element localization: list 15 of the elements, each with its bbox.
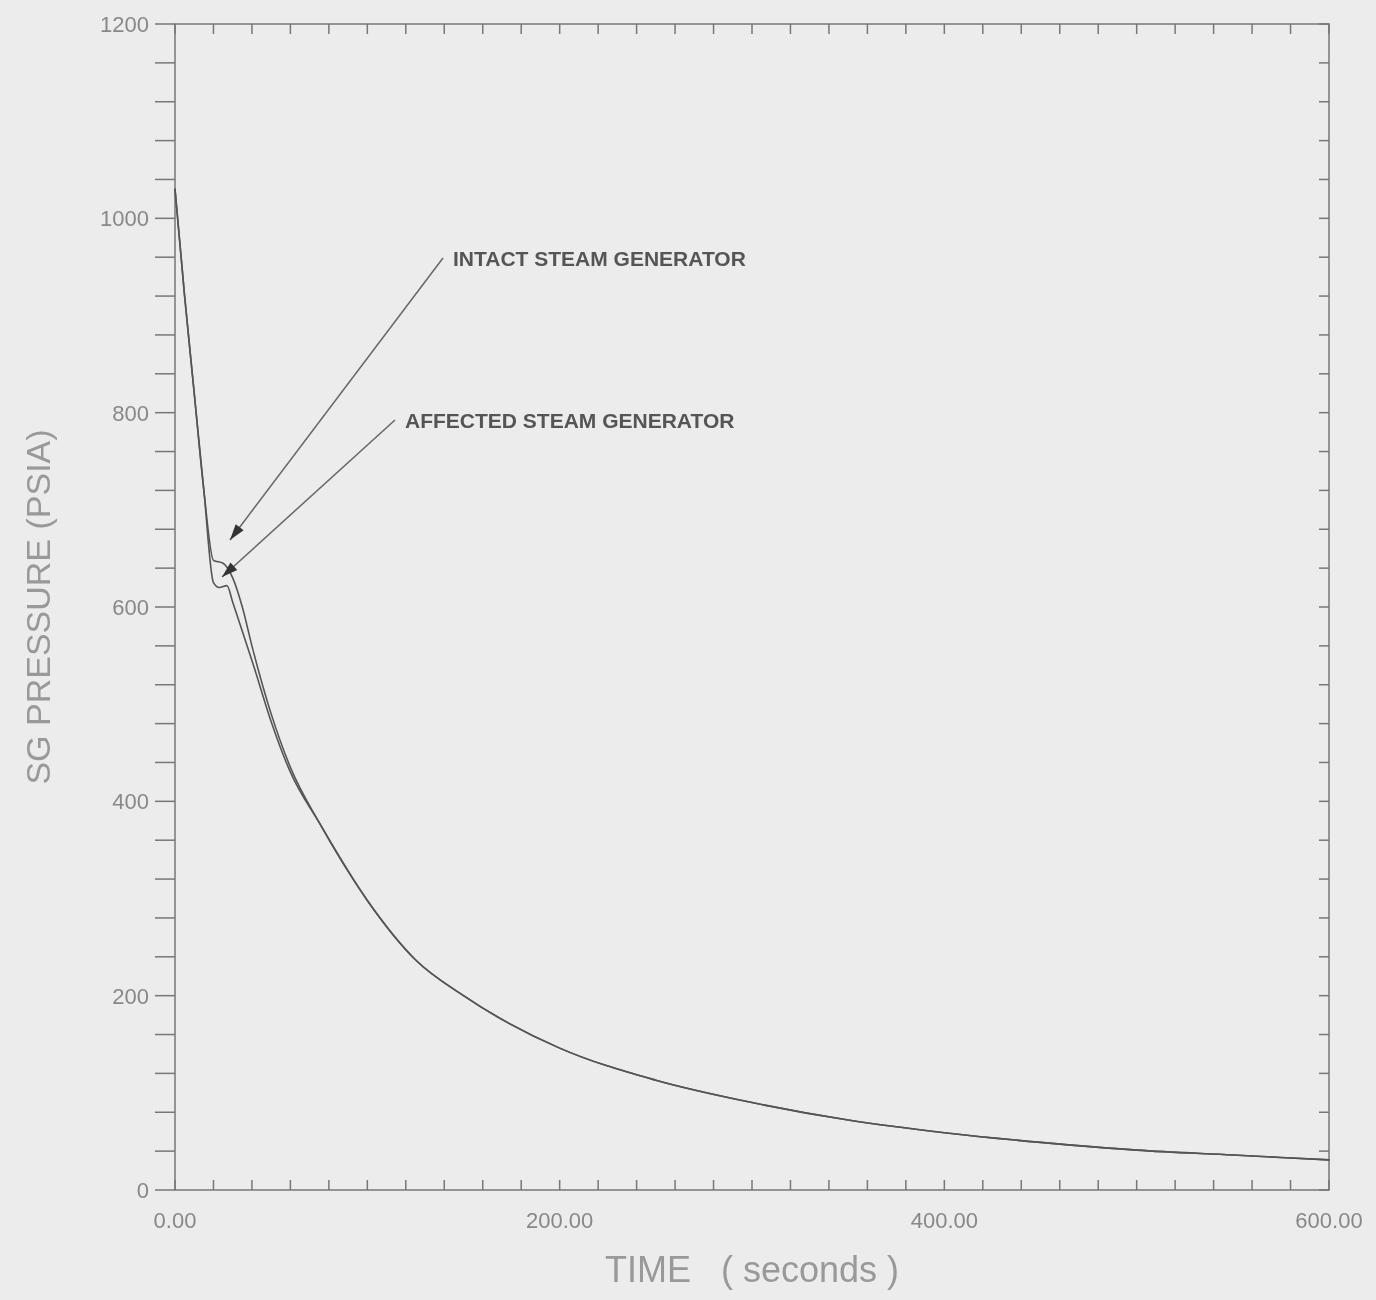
y-axis-title: SG PRESSURE (PSIA) (19, 429, 57, 785)
annotation: INTACT STEAM GENERATOR (453, 247, 746, 270)
x-tick-label: 0.00 (153, 1208, 197, 1233)
y-tick-label: 200 (112, 983, 149, 1009)
x-tick-label: 600.00 (1295, 1208, 1363, 1233)
y-tick-label: 1000 (100, 206, 149, 232)
y-tick-label: 600 (112, 595, 149, 620)
y-tick-label: 400 (112, 789, 149, 815)
y-tick-label: 0 (136, 1178, 149, 1203)
y-tick-label: 1200 (100, 12, 149, 37)
x-tick-label: 200.00 (526, 1208, 594, 1233)
x-axis-title: TIME ( seconds ) (604, 1249, 900, 1290)
x-tick-label: 400.00 (910, 1208, 978, 1233)
annotation: AFFECTED STEAM GENERATOR (405, 409, 735, 432)
y-tick-label: 800 (112, 400, 149, 426)
